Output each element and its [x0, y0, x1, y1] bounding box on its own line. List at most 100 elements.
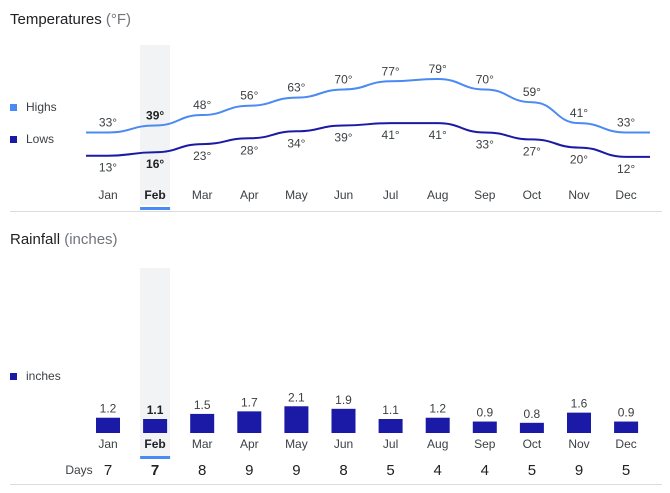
temp-month-label-feb: Feb — [144, 188, 165, 202]
lows-label-mar: 23° — [193, 149, 211, 163]
lows-label-jul: 41° — [382, 128, 400, 142]
rain-bar-apr — [237, 411, 262, 433]
rain-value-jul: 1.1 — [382, 403, 399, 417]
rain-month-label-jun: Jun — [334, 437, 353, 451]
days-value-aug: 4 — [434, 462, 442, 479]
rain-bar-oct — [519, 422, 544, 433]
rainfall-title: Rainfall (inches) — [10, 231, 118, 248]
lows-label-jan: 13° — [99, 161, 117, 175]
highs-label-may: 63° — [287, 81, 305, 95]
temp-month-label-may: May — [285, 188, 308, 202]
highs-label-nov: 41° — [570, 106, 588, 120]
rain-month-label-oct: Oct — [523, 437, 542, 451]
days-value-nov: 9 — [575, 462, 583, 479]
rain-month-label-mar: Mar — [192, 437, 213, 451]
highs-label-mar: 48° — [193, 98, 211, 112]
temp-month-label-nov: Nov — [568, 188, 589, 202]
highs-label-feb: 39° — [146, 108, 164, 122]
days-value-jan: 7 — [104, 462, 112, 479]
days-label: Days — [65, 463, 92, 477]
rain-value-oct: 0.8 — [524, 407, 541, 421]
legend-highs-label: Highs — [26, 100, 57, 114]
rain-value-may: 2.1 — [288, 390, 305, 404]
rain-month-label-nov: Nov — [568, 437, 589, 451]
rain-bar-jul — [378, 419, 403, 433]
rain-month-label-jul: Jul — [383, 437, 398, 451]
rain-value-dec: 0.9 — [618, 406, 635, 420]
legend-lows-swatch — [10, 135, 17, 143]
highs-label-jul: 77° — [382, 64, 400, 78]
rain-bar-nov — [567, 412, 591, 433]
highs-label-aug: 79° — [429, 62, 447, 76]
rain-bar-aug — [425, 417, 450, 433]
temp-month-label-apr: Apr — [240, 188, 259, 202]
temp-month-label-aug: Aug — [427, 188, 448, 202]
days-value-may: 9 — [292, 462, 300, 479]
rainfall-title-text: Rainfall — [10, 231, 61, 248]
days-value-apr: 9 — [245, 462, 253, 479]
lows-label-feb: 16° — [146, 157, 164, 171]
lows-label-apr: 28° — [240, 143, 258, 157]
days-value-oct: 5 — [528, 462, 536, 479]
temp-month-label-jun: Jun — [334, 188, 353, 202]
lows-label-oct: 27° — [523, 144, 541, 158]
rain-month-label-apr: Apr — [240, 437, 259, 451]
rain-month-label-sep: Sep — [474, 437, 496, 451]
legend-inches-label: inches — [26, 369, 61, 383]
highs-line — [86, 77, 650, 134]
rain-selected-underline — [140, 456, 171, 459]
rain-value-jan: 1.2 — [100, 402, 117, 416]
highs-label-dec: 33° — [617, 115, 635, 129]
rain-bar-sep — [472, 421, 497, 433]
lows-label-may: 34° — [287, 136, 305, 150]
legend-lows: Lows — [10, 132, 54, 146]
lows-label-jun: 39° — [334, 130, 352, 144]
temperatures-unit: (°F) — [105, 11, 132, 28]
legend-highs-swatch — [10, 103, 17, 111]
highs-label-sep: 70° — [476, 72, 494, 86]
rain-value-mar: 1.5 — [194, 398, 211, 412]
rain-bar-jan — [96, 417, 120, 433]
lows-label-nov: 20° — [570, 153, 588, 167]
days-value-sep: 4 — [481, 462, 489, 479]
rain-month-label-may: May — [285, 437, 308, 451]
legend-lows-label: Lows — [26, 132, 55, 146]
highs-label-oct: 59° — [523, 85, 541, 99]
rain-month-label-dec: Dec — [615, 437, 636, 451]
lows-line — [86, 122, 650, 158]
rain-value-nov: 1.6 — [571, 397, 588, 411]
rainfall-unit: (inches) — [64, 231, 118, 248]
days-value-jul: 5 — [386, 462, 394, 479]
rain-value-sep: 0.9 — [476, 406, 493, 420]
section-divider — [10, 211, 662, 212]
days-value-mar: 8 — [198, 462, 206, 479]
rain-bar-jun — [331, 408, 356, 433]
rain-month-label-aug: Aug — [427, 437, 448, 451]
legend-highs: Highs — [10, 100, 57, 114]
lows-label-dec: 12° — [617, 162, 635, 176]
temp-month-label-jan: Jan — [98, 188, 117, 202]
rain-bar-may — [284, 406, 309, 433]
rain-month-label-feb: Feb — [144, 437, 165, 451]
legend-inches-swatch — [10, 372, 17, 380]
temp-month-label-dec: Dec — [615, 188, 636, 202]
temp-month-label-oct: Oct — [523, 188, 542, 202]
temp-selected-underline — [140, 207, 171, 210]
temp-month-label-jul: Jul — [383, 188, 398, 202]
rain-value-apr: 1.7 — [241, 395, 258, 409]
temperatures-title: Temperatures (°F) — [10, 11, 131, 28]
rain-value-jun: 1.9 — [335, 393, 352, 407]
temp-month-label-mar: Mar — [192, 188, 213, 202]
highs-label-jan: 33° — [99, 115, 117, 129]
temp-month-label-sep: Sep — [474, 188, 496, 202]
lows-label-aug: 41° — [429, 128, 447, 142]
days-value-dec: 5 — [622, 462, 630, 479]
rain-value-feb: 1.1 — [147, 403, 164, 417]
legend-inches: inches — [10, 369, 61, 383]
days-value-feb: 7 — [151, 462, 159, 479]
temperatures-title-text: Temperatures — [10, 11, 102, 28]
rain-bar-feb — [143, 419, 168, 433]
highs-label-jun: 70° — [334, 72, 352, 86]
